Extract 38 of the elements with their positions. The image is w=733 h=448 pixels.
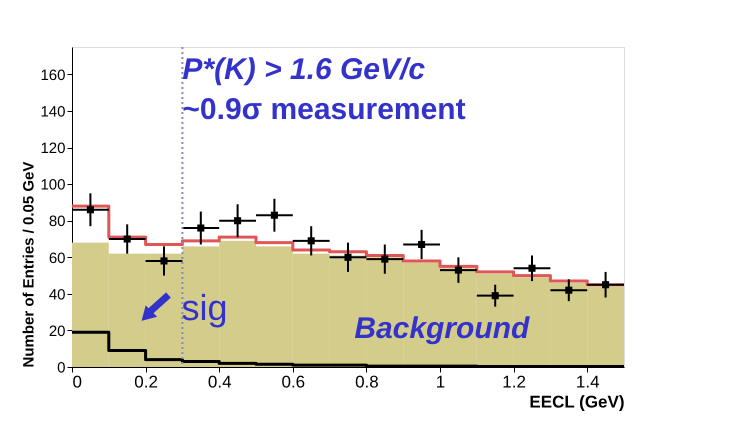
y-tick-label: 40 xyxy=(48,286,66,304)
y-tick-label: 80 xyxy=(48,213,66,230)
x-tick-label: 1.4 xyxy=(576,372,600,392)
y-axis-title: Number of Entries / 0.05 GeV xyxy=(20,162,38,368)
point xyxy=(197,224,204,232)
point xyxy=(86,206,94,214)
y-tick-label: 120 xyxy=(40,140,66,158)
y-tick-label: 140 xyxy=(40,104,66,120)
annotation: Background xyxy=(354,312,530,345)
y-tick-label: 100 xyxy=(40,176,66,194)
point xyxy=(418,240,426,248)
annotation: ~0.9σ measurement xyxy=(182,93,466,126)
point xyxy=(381,256,388,263)
x-tick-label: 0.4 xyxy=(208,372,232,392)
y-tick-label: 60 xyxy=(48,250,66,267)
point xyxy=(308,237,315,244)
point xyxy=(528,264,536,272)
x-axis-title: EECL (GeV) xyxy=(529,392,624,412)
point xyxy=(602,281,610,288)
point xyxy=(565,286,572,294)
point xyxy=(270,212,278,219)
point xyxy=(344,254,352,261)
point xyxy=(454,266,462,274)
point xyxy=(160,257,168,264)
y-tick-label: 160 xyxy=(40,66,66,84)
annotation: P*(K) > 1.6 GeV/c xyxy=(182,53,426,86)
point xyxy=(492,292,499,300)
y-tick-label: 20 xyxy=(48,322,66,340)
x-tick-label: 0.8 xyxy=(355,372,379,392)
point xyxy=(124,235,131,243)
point xyxy=(234,217,242,224)
annotation: sig xyxy=(181,287,228,328)
x-tick-label: 0.2 xyxy=(134,372,158,392)
x-tick-label: 0.6 xyxy=(281,372,306,392)
x-tick-label: 1 xyxy=(436,372,446,392)
x-tick-label: 1.2 xyxy=(502,372,526,392)
y-tick-label: 0 xyxy=(57,360,66,376)
x-tick-label: 0 xyxy=(72,372,82,392)
